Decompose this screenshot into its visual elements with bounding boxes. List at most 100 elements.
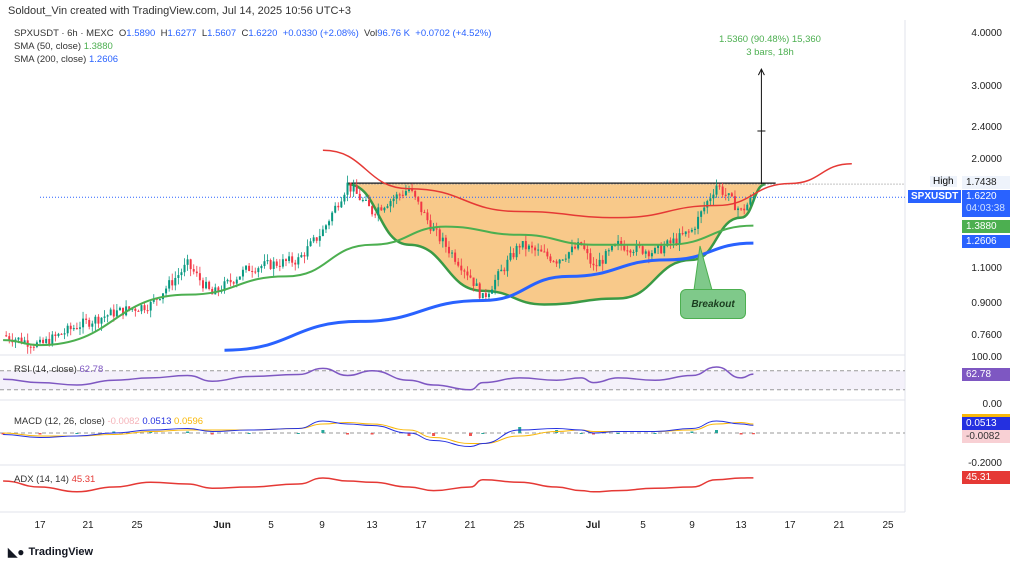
candle-body xyxy=(168,280,171,289)
high-tag-label: High xyxy=(930,176,957,187)
macd-histogram-bar xyxy=(407,433,411,436)
price-tick: 0.9000 xyxy=(971,298,1002,309)
candle-body xyxy=(644,251,647,254)
candle-body xyxy=(137,310,140,312)
sma200-legend[interactable]: SMA (200, close) 1.2606 xyxy=(14,53,491,66)
candle-body xyxy=(398,194,401,196)
candle-body xyxy=(361,199,364,201)
candle-body xyxy=(20,337,23,344)
candle-body xyxy=(592,263,595,266)
macd-histogram-bar xyxy=(210,433,214,435)
candle-body xyxy=(697,216,700,229)
candle-body xyxy=(100,317,103,324)
candle-body xyxy=(404,191,407,196)
macd-histogram-bar xyxy=(247,433,251,434)
chart-credit: Soldout_Vin created with TradingView.com… xyxy=(8,5,351,17)
candle-body xyxy=(423,212,426,214)
candle-body xyxy=(666,240,669,246)
candle-body xyxy=(626,250,629,252)
macd-histogram-bar xyxy=(616,433,620,434)
candle-body xyxy=(586,249,589,254)
candle-body xyxy=(364,199,367,201)
candle-body xyxy=(598,259,601,267)
macd-histogram-bar xyxy=(321,430,325,433)
candle-body xyxy=(235,279,238,284)
candle-body xyxy=(288,256,291,261)
candle-body xyxy=(752,197,755,199)
candle-body xyxy=(143,305,146,311)
time-tick: Jun xyxy=(213,520,231,531)
time-tick: 5 xyxy=(640,520,646,531)
rsi-tag: 62.78 xyxy=(962,368,1010,381)
candle-body xyxy=(484,293,487,298)
candle-body xyxy=(269,260,272,269)
candle-body xyxy=(60,333,63,335)
candle-body xyxy=(337,205,340,208)
sma200-value: 1.2606 xyxy=(88,54,119,65)
candle-body xyxy=(368,199,371,207)
candle-body xyxy=(94,316,97,324)
candle-body xyxy=(460,265,463,271)
candle-body xyxy=(165,288,168,294)
candle-body xyxy=(435,228,438,230)
last-price-tag: 1.6220 04:03:38 xyxy=(962,190,1010,217)
candle-body xyxy=(374,214,377,216)
candle-body xyxy=(291,256,294,263)
candle-body xyxy=(441,237,444,242)
candle-body xyxy=(727,193,730,195)
candle-body xyxy=(32,346,35,348)
candle-body xyxy=(512,253,515,258)
candle-body xyxy=(690,229,693,232)
candle-body xyxy=(69,325,72,330)
sma200-tag: 1.2606 xyxy=(962,235,1010,248)
time-tick: 17 xyxy=(415,520,427,531)
brand-text: TradingView xyxy=(28,546,94,558)
volume-change: +0.0702 (+4.52%) xyxy=(415,28,492,39)
low-value: 1.5607 xyxy=(207,28,237,39)
time-tick: 25 xyxy=(513,520,525,531)
rsi-legend[interactable]: RSI (14, close) 62.78 xyxy=(14,364,103,375)
tradingview-logo[interactable]: ◣● TradingView xyxy=(8,545,93,559)
candle-body xyxy=(312,237,315,242)
price-tick: 0.7600 xyxy=(971,330,1002,341)
candle-body xyxy=(285,259,287,261)
candle-body xyxy=(635,244,638,252)
symbol-label[interactable]: SPXUSDT · 6h · MEXC xyxy=(14,28,114,39)
price-tick: 1.1000 xyxy=(971,263,1002,274)
candle-body xyxy=(300,255,303,258)
candle-body xyxy=(641,246,644,254)
candle-body xyxy=(389,201,392,207)
candle-body xyxy=(128,306,131,310)
macd-histogram-bar xyxy=(370,433,374,435)
macd-histogram-bar xyxy=(481,433,485,434)
candle-body xyxy=(192,269,195,272)
breakout-callout: Breakout xyxy=(680,289,746,319)
candle-body xyxy=(494,279,497,290)
candle-body xyxy=(678,233,681,245)
low-label: L xyxy=(201,28,208,39)
candle-body xyxy=(650,253,653,257)
macd-legend[interactable]: MACD (12, 26, close) -0.0082 0.0513 0.05… xyxy=(14,416,203,427)
time-tick: 21 xyxy=(82,520,94,531)
candle-body xyxy=(340,201,343,208)
candle-body xyxy=(5,335,8,337)
macd-label: MACD (12, 26, close) xyxy=(14,416,105,427)
candle-body xyxy=(45,338,48,343)
candle-body xyxy=(303,255,306,257)
candle-body xyxy=(343,194,346,202)
candle-body xyxy=(521,241,524,248)
arrow-head-icon xyxy=(757,68,765,76)
candle-body xyxy=(281,259,284,267)
sma50-legend[interactable]: SMA (50, close) 1.3880 xyxy=(14,40,491,53)
macd-histogram-bar xyxy=(186,431,190,433)
time-tick: Jul xyxy=(585,520,601,531)
adx-legend[interactable]: ADX (14, 14) 45.31 xyxy=(14,474,95,485)
candle-body xyxy=(309,241,312,247)
candle-body xyxy=(607,250,610,252)
high-tag: 1.7438 xyxy=(962,176,1010,189)
macd-histogram-bar xyxy=(715,430,718,433)
candle-body xyxy=(177,275,180,278)
candle-body xyxy=(251,270,254,272)
candle-body xyxy=(140,305,143,312)
